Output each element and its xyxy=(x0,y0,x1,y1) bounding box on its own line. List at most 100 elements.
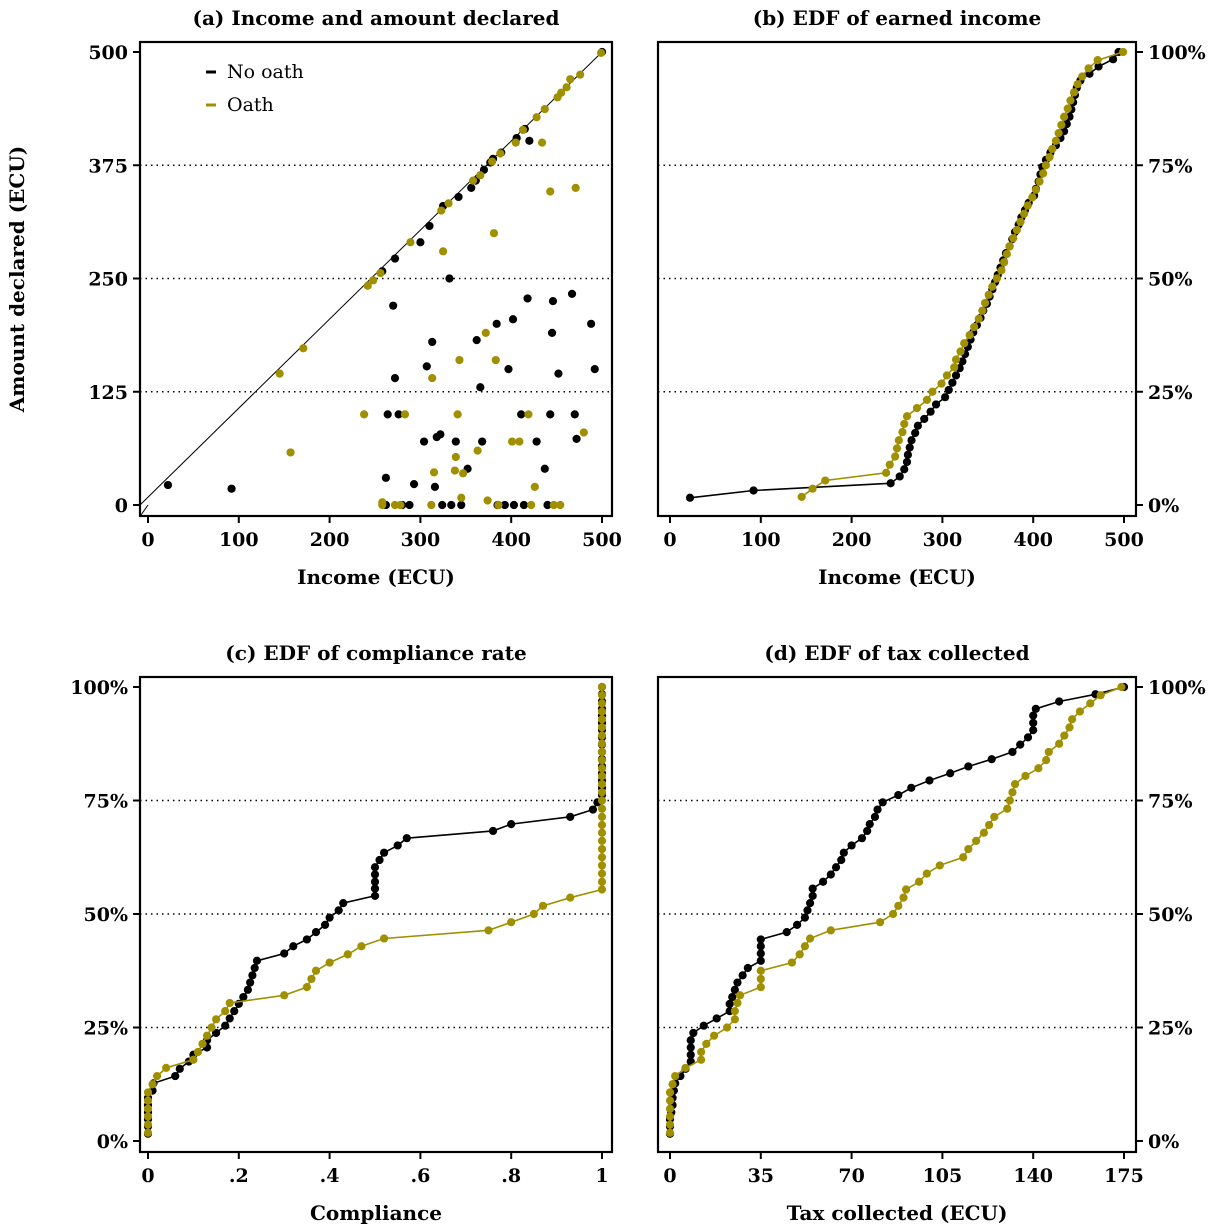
data-point xyxy=(1005,796,1014,805)
data-point xyxy=(428,374,437,383)
data-point xyxy=(712,1014,721,1023)
data-point xyxy=(1118,47,1128,57)
data-point xyxy=(920,414,929,424)
data-point xyxy=(950,363,959,372)
data-point xyxy=(988,282,997,291)
data-point xyxy=(252,956,262,965)
data-point xyxy=(570,410,579,419)
data-point xyxy=(913,421,922,430)
x-tick-label: 0 xyxy=(141,1165,154,1187)
data-point xyxy=(375,855,384,865)
data-point xyxy=(175,1064,184,1073)
data-point xyxy=(406,238,415,247)
data-point xyxy=(800,913,810,922)
data-point xyxy=(665,1096,675,1105)
data-point xyxy=(1045,152,1054,162)
data-point xyxy=(1078,72,1087,81)
data-point xyxy=(972,836,981,846)
data-point xyxy=(494,500,503,510)
x-tick-label: 70 xyxy=(838,1165,864,1187)
data-point xyxy=(914,877,924,886)
data-point xyxy=(597,804,607,813)
data-point xyxy=(597,877,607,886)
data-point xyxy=(554,369,563,378)
data-point xyxy=(808,884,817,893)
data-point xyxy=(590,365,599,374)
data-point xyxy=(756,974,765,984)
data-point xyxy=(722,1023,732,1032)
x-tick-label: 200 xyxy=(310,529,350,551)
data-point xyxy=(530,482,539,491)
data-point xyxy=(379,848,389,857)
data-point xyxy=(202,1031,212,1040)
data-point xyxy=(951,371,961,380)
data-point xyxy=(162,1063,171,1073)
data-point xyxy=(597,747,607,757)
data-point xyxy=(597,885,607,894)
data-point xyxy=(597,796,607,805)
data-point xyxy=(892,444,902,453)
data-point xyxy=(473,446,482,455)
data-point xyxy=(286,448,295,457)
data-point xyxy=(894,901,903,910)
data-point xyxy=(489,229,499,238)
x-axis-label: Tax collected (ECU) xyxy=(787,1201,1008,1225)
data-point xyxy=(143,1104,153,1113)
data-point xyxy=(248,971,257,980)
data-point xyxy=(339,899,348,908)
data-point xyxy=(992,274,1001,283)
data-point xyxy=(795,950,804,959)
data-point xyxy=(1003,804,1012,813)
data-point xyxy=(997,266,1006,275)
data-point xyxy=(540,464,549,473)
data-point xyxy=(394,410,403,419)
data-point xyxy=(419,437,429,446)
data-point xyxy=(960,339,969,348)
data-point xyxy=(793,920,802,929)
data-point xyxy=(427,500,436,510)
data-point xyxy=(1073,80,1082,89)
data-point xyxy=(597,861,607,870)
data-point xyxy=(429,468,439,477)
data-point xyxy=(1009,234,1018,243)
y-tick-label: 100% xyxy=(70,677,128,699)
data-point xyxy=(451,437,460,446)
data-point xyxy=(343,950,352,959)
data-point xyxy=(1048,144,1057,154)
data-point xyxy=(1066,96,1075,105)
legend-label: No oath xyxy=(227,61,304,83)
data-point xyxy=(1031,704,1040,713)
data-point xyxy=(1016,740,1025,749)
data-point xyxy=(390,254,400,263)
data-point xyxy=(733,978,742,987)
data-point xyxy=(756,949,765,958)
data-point xyxy=(383,410,392,419)
data-point xyxy=(430,482,440,491)
data-point xyxy=(1029,718,1038,727)
data-point xyxy=(1069,88,1079,97)
x-tick-label: 300 xyxy=(401,529,441,551)
x-tick-label: 175 xyxy=(1104,1165,1144,1187)
data-point xyxy=(805,899,815,908)
data-point xyxy=(728,992,737,1002)
data-point xyxy=(1000,258,1009,267)
x-tick-label: 1 xyxy=(595,1165,608,1187)
data-point xyxy=(699,1021,708,1030)
series-line xyxy=(669,686,1125,1134)
data-point xyxy=(756,966,765,975)
data-point xyxy=(428,337,437,347)
data-point xyxy=(597,731,607,740)
data-point xyxy=(686,1036,695,1045)
data-point xyxy=(902,457,912,467)
data-point xyxy=(749,486,758,495)
data-point xyxy=(451,452,460,462)
data-point xyxy=(507,918,516,927)
data-point xyxy=(143,1120,153,1129)
x-tick-label: 35 xyxy=(748,1165,774,1187)
data-point xyxy=(1063,104,1072,113)
data-point xyxy=(1002,249,1011,259)
data-point xyxy=(1055,697,1064,706)
data-point xyxy=(193,1047,203,1057)
panel-b: (b) EDF of earned income 0 100 200 300 400 500… xyxy=(656,6,1206,589)
data-point xyxy=(1055,739,1064,748)
